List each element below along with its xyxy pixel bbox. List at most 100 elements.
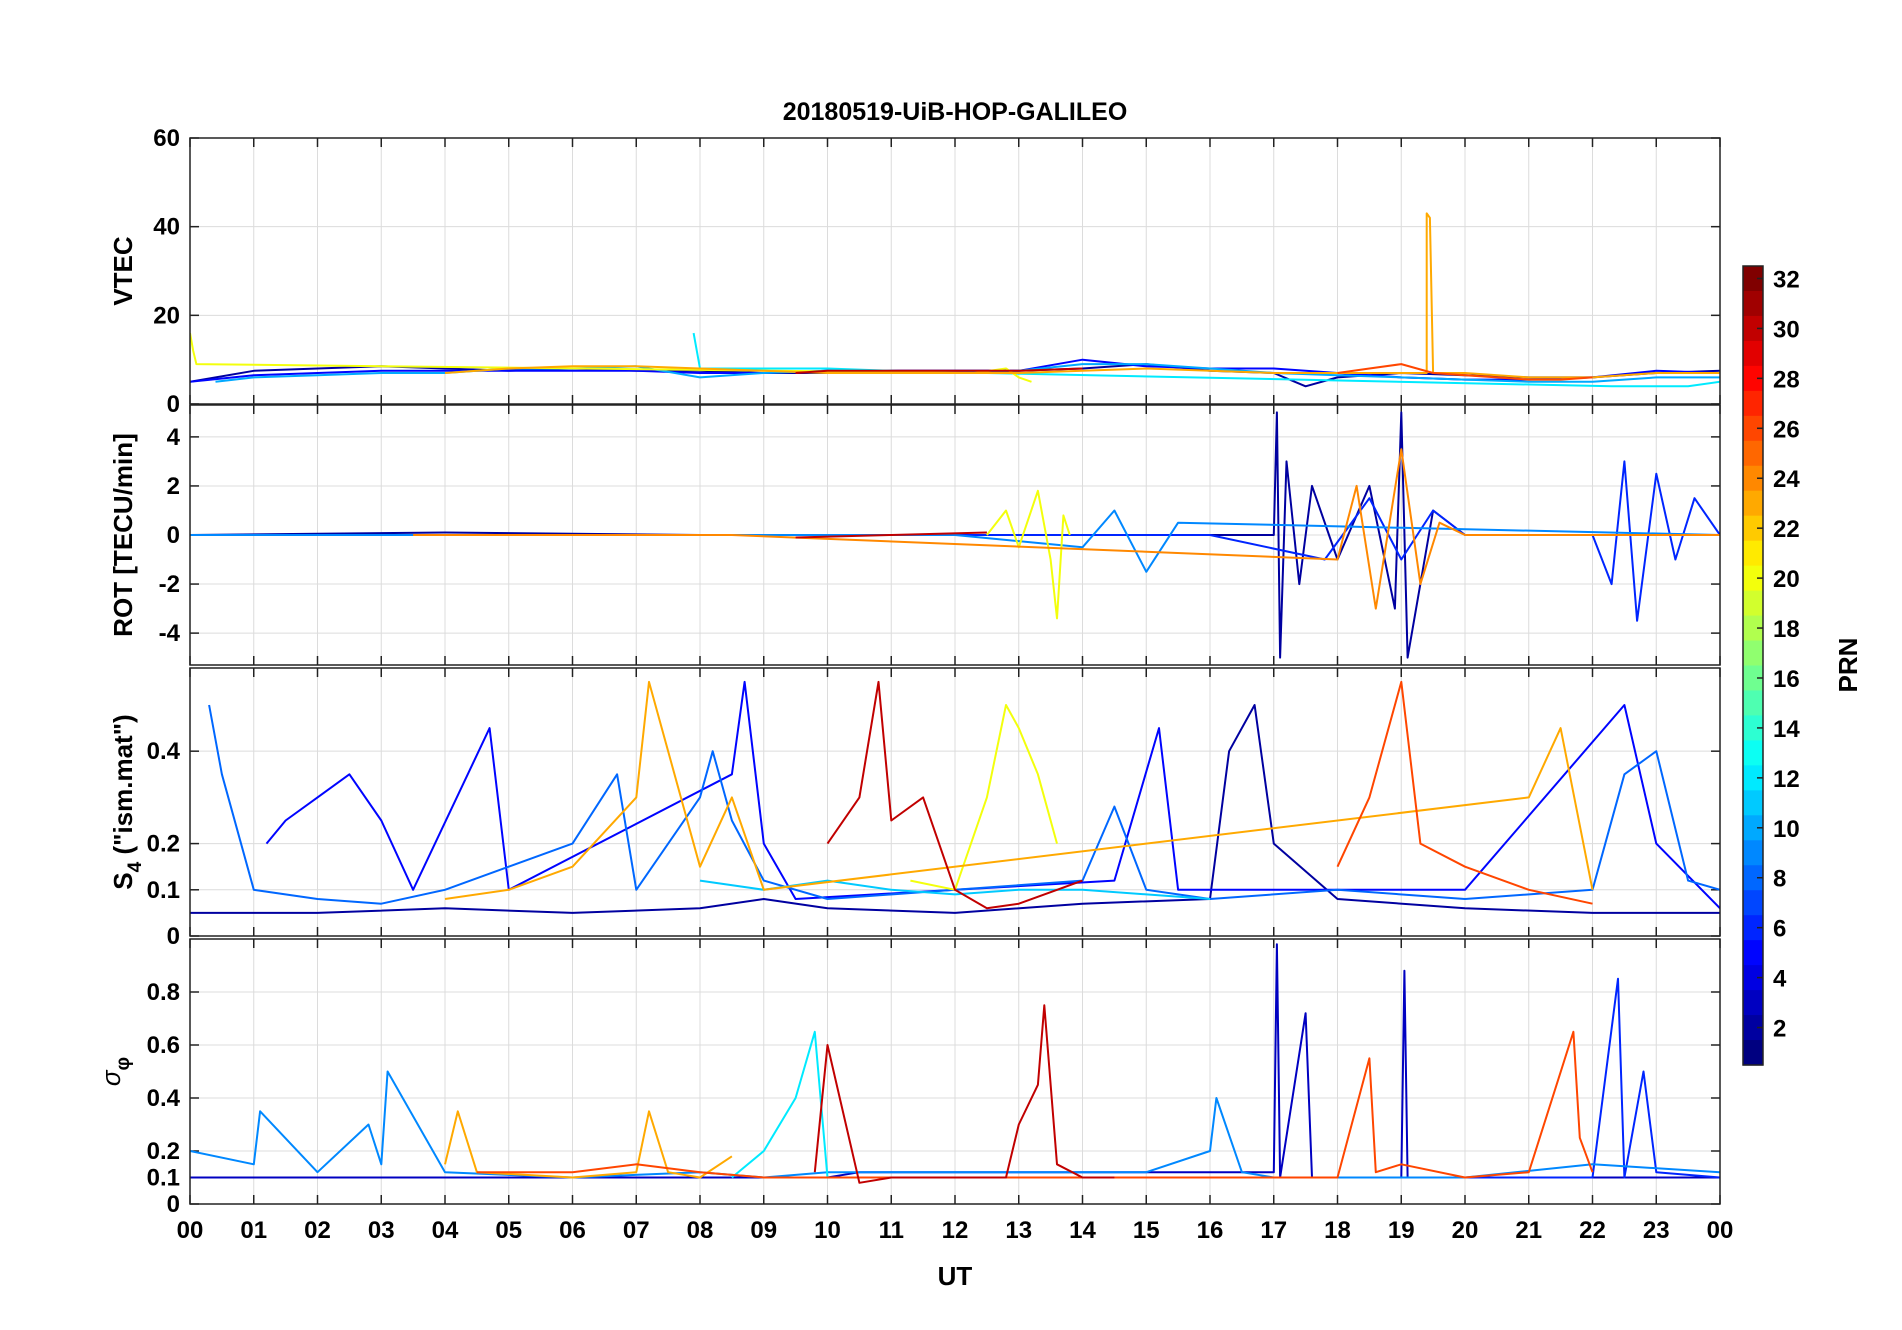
colorbar-cell — [1743, 990, 1763, 1016]
colorbar-cell — [1743, 615, 1763, 642]
colorbar-cell — [1743, 965, 1763, 991]
x-tick-label: 04 — [432, 1217, 459, 1244]
series-prn-3 — [190, 943, 1720, 1179]
y-tick-label: 60 — [153, 125, 180, 152]
colorbar-cell — [1743, 740, 1763, 766]
colorbar-cell — [1743, 465, 1763, 492]
series-prn-23 — [444, 212, 1720, 379]
x-tick-label: 21 — [1515, 1217, 1542, 1244]
colorbar-label: PRN — [1833, 638, 1863, 693]
panel-3: 0 0.1 0.2 0.4 S4 ("ism.mat") — [108, 667, 1721, 950]
colorbar-frame — [1742, 265, 1764, 1066]
x-tick-label: 12 — [942, 1217, 969, 1244]
colorbar-cell — [1743, 690, 1763, 717]
y-axis-label-rest: ("ism.mat") — [108, 714, 138, 861]
y-tick-label: 0 — [167, 1191, 180, 1218]
y-tick-label: 0.1 — [147, 1165, 180, 1192]
y-tick-label: -2 — [159, 571, 180, 598]
x-tick-label: 03 — [368, 1217, 395, 1244]
colorbar-cell — [1743, 640, 1763, 667]
series-prn-5 — [265, 680, 1720, 910]
colorbar-tick-label: 20 — [1773, 566, 1800, 593]
y-axis-label-main: S — [108, 872, 138, 889]
colorbar-cell — [1743, 290, 1763, 317]
x-tick-label: 20 — [1452, 1217, 1479, 1244]
x-tick-label: 17 — [1260, 1217, 1287, 1244]
series-prn-30 — [826, 680, 1083, 910]
colorbar-tick-label: 12 — [1773, 766, 1800, 793]
x-tick-label: 06 — [559, 1217, 586, 1244]
x-tick-label: 00 — [1707, 1217, 1734, 1244]
colorbar-cell — [1743, 565, 1763, 592]
colorbar-tick-label: 10 — [1773, 816, 1800, 843]
x-tick-label: 05 — [495, 1217, 522, 1244]
x-tick-label: 02 — [304, 1217, 331, 1244]
series-prn-9 — [190, 1070, 1720, 1179]
y-tick-label: 40 — [153, 214, 180, 241]
y-axis-label-main: σ — [96, 1069, 126, 1086]
colorbar-cell — [1743, 590, 1763, 617]
colorbar-tick-label: 32 — [1773, 266, 1800, 293]
panel-frame — [189, 667, 1721, 937]
series-prn-26 — [1337, 363, 1593, 381]
y-axis-label-sub: φ — [113, 1057, 134, 1071]
x-tick-label: 13 — [1005, 1217, 1032, 1244]
series-prn-26 — [1336, 680, 1593, 905]
colorbar-tick-label: 28 — [1773, 366, 1800, 393]
colorbar-cell — [1743, 840, 1763, 866]
series-prn-24 — [413, 448, 1720, 610]
colorbar-cell — [1743, 340, 1763, 367]
series-prn-30 — [795, 367, 1083, 374]
colorbar-cell — [1743, 915, 1763, 941]
y-tick-label: 0.6 — [147, 1032, 180, 1059]
panel-4: 00.10.2 0.4 0.6 0.8 σφ — [96, 938, 1721, 1218]
series-prn-30 — [813, 1004, 1115, 1184]
y-tick-label: 20 — [153, 302, 180, 329]
colorbar-tick-label: 22 — [1773, 516, 1800, 543]
y-tick-label: 0 — [167, 923, 180, 950]
x-tick-label: 14 — [1069, 1217, 1096, 1244]
x-tick-label: 09 — [750, 1217, 777, 1244]
x-tick-label: 18 — [1324, 1217, 1351, 1244]
y-tick-label: 0.4 — [147, 1085, 181, 1112]
colorbar-cell — [1743, 715, 1763, 742]
series-prn-8 — [208, 704, 1720, 905]
x-axis-label: UT — [938, 1261, 973, 1291]
x-tick-label: 23 — [1643, 1217, 1670, 1244]
y-axis-label: ROT [TECU/min] — [108, 433, 138, 637]
colorbar-cell — [1743, 940, 1763, 966]
colorbar-tick-label: 6 — [1773, 916, 1786, 943]
colorbar-cell — [1743, 790, 1763, 816]
panel-frame — [189, 137, 1721, 405]
colorbar-tick-label: 14 — [1773, 716, 1800, 743]
y-tick-label: 2 — [167, 473, 180, 500]
series-group — [190, 411, 1720, 659]
colorbar-cell — [1743, 440, 1763, 467]
y-tick-label: 0.4 — [147, 738, 181, 765]
x-tick-label: 16 — [1197, 1217, 1224, 1244]
x-tick-label: 19 — [1388, 1217, 1415, 1244]
colorbar-cell — [1743, 815, 1763, 841]
colorbar-cell — [1743, 390, 1763, 417]
y-tick-label: 0.2 — [147, 1138, 180, 1165]
y-tick-label: 0 — [167, 391, 180, 418]
panel-frame — [189, 404, 1721, 666]
x-tick-label: 08 — [687, 1217, 714, 1244]
y-tick-label: 0.2 — [147, 831, 180, 858]
series-group — [190, 212, 1720, 388]
colorbar-tick-label: 4 — [1773, 966, 1787, 993]
y-axis-label-sub: 4 — [125, 861, 146, 872]
y-tick-label: -4 — [159, 620, 181, 647]
colorbar-tick-label: 2 — [1773, 1016, 1786, 1043]
series-prn-23 — [444, 1110, 733, 1179]
colorbar-tick-label: 24 — [1773, 466, 1800, 493]
colorbar-cell — [1743, 765, 1763, 791]
y-tick-label: 0 — [167, 522, 180, 549]
colorbar-cell — [1743, 515, 1763, 542]
x-tick-label: 10 — [814, 1217, 841, 1244]
x-tick-label: 01 — [240, 1217, 267, 1244]
y-tick-label: 0.1 — [147, 877, 180, 904]
colorbar-cell — [1743, 540, 1763, 567]
